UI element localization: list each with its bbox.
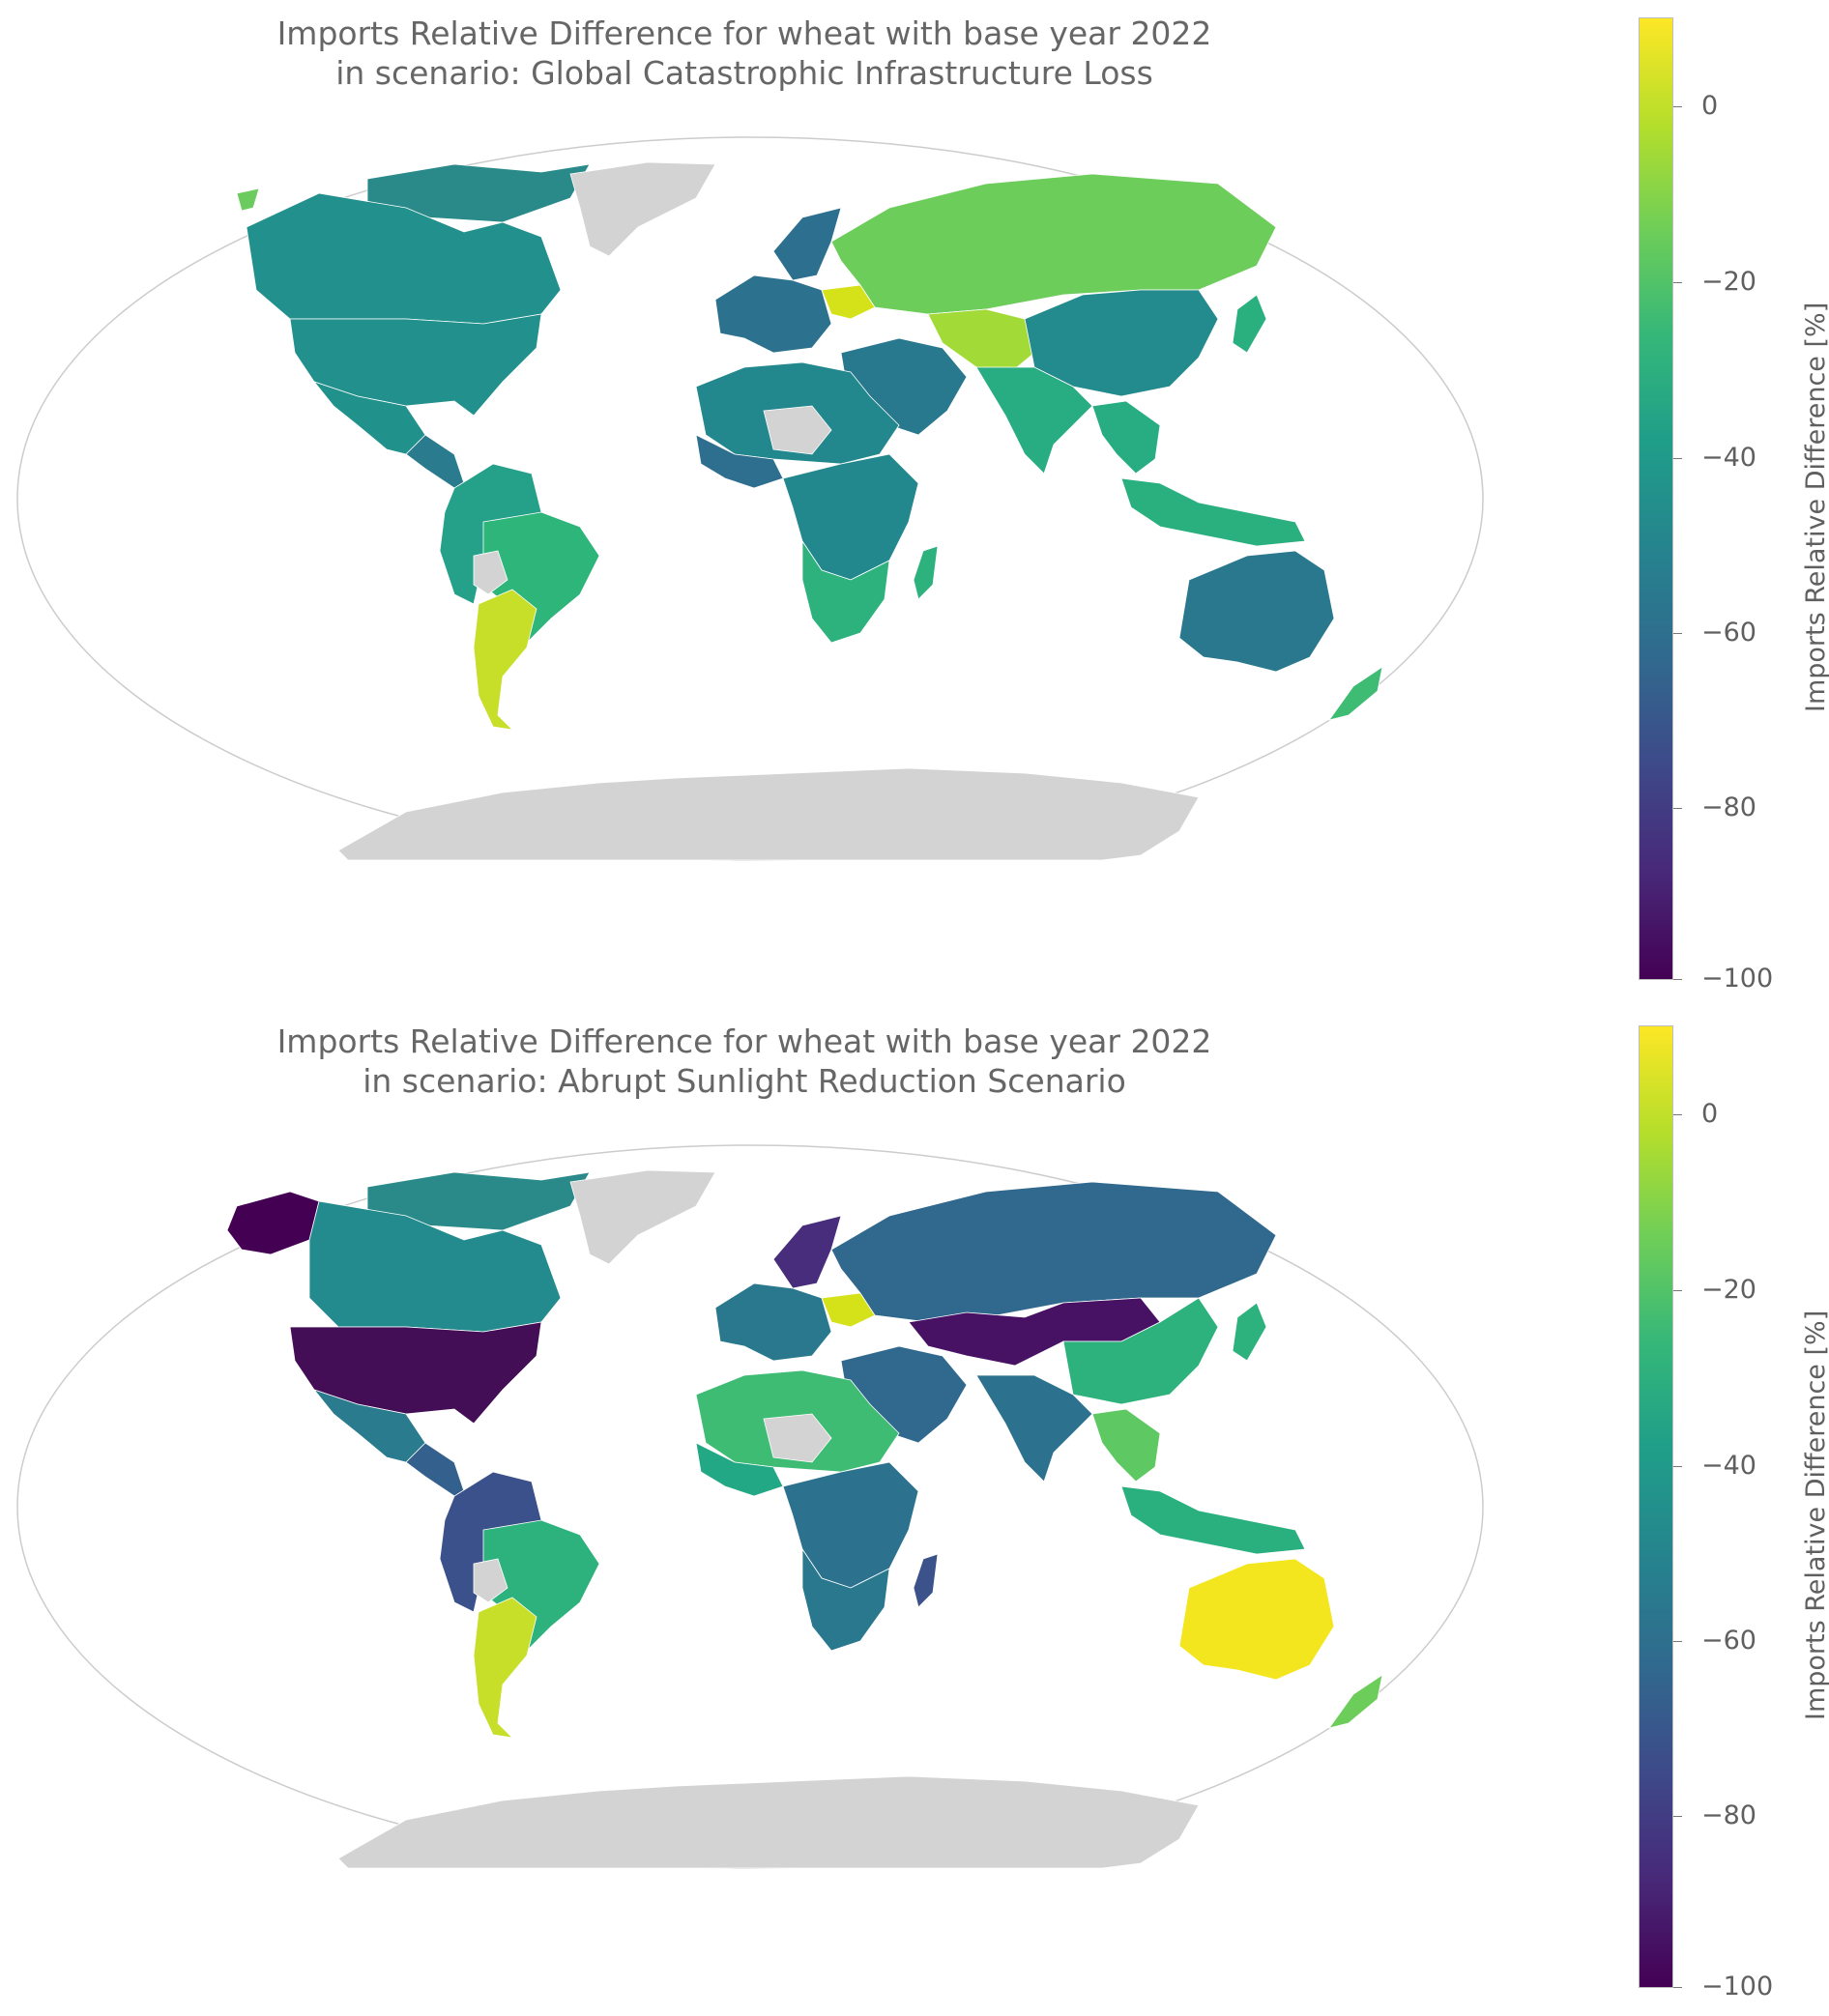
region-japan	[1232, 294, 1267, 354]
region-bolivia	[473, 1558, 508, 1603]
tick-mark	[1673, 1816, 1682, 1817]
tick-mark	[1673, 1641, 1682, 1642]
region-southern-africa	[801, 1547, 890, 1652]
tick-mark	[1673, 1987, 1682, 1988]
tick-label: −100	[1701, 964, 1774, 994]
tick-label: −80	[1701, 1800, 1756, 1830]
tick-label: 0	[1701, 91, 1719, 121]
region-alaska	[226, 1191, 320, 1255]
tick-label: −40	[1701, 443, 1756, 473]
region-india	[975, 366, 1093, 475]
region-australia	[1178, 550, 1335, 673]
colorbar	[1639, 1025, 1673, 1988]
region-west-africa	[695, 434, 784, 489]
region-sahara	[763, 1413, 832, 1463]
tick-label: −40	[1701, 1451, 1756, 1481]
region-central-asia	[927, 308, 1035, 378]
tick-mark	[1673, 458, 1682, 459]
colorbar-label: Imports Relative Difference [%]	[1801, 302, 1829, 712]
tick-mark	[1673, 1114, 1682, 1115]
region-southern-africa	[801, 539, 890, 644]
colorbar	[1639, 17, 1673, 980]
title-line-1: Imports Relative Difference for wheat wi…	[276, 1022, 1212, 1060]
world-map	[16, 136, 1484, 861]
region-usa	[289, 313, 542, 417]
region-australia	[1178, 1558, 1335, 1681]
region-antarctica	[337, 767, 1200, 861]
tick-mark	[1673, 1290, 1682, 1291]
title-line-2: in scenario: Global Catastrophic Infrast…	[335, 54, 1153, 92]
region-argentina	[473, 589, 537, 731]
world-map	[16, 1144, 1484, 1869]
tick-mark	[1673, 282, 1682, 283]
region-russia	[830, 173, 1277, 315]
region-india	[975, 1374, 1093, 1483]
region-southeast-asia	[1091, 1408, 1161, 1483]
region-ukraine	[821, 1292, 876, 1328]
tick-mark	[1673, 106, 1682, 107]
region-china	[1062, 1297, 1219, 1405]
region-southeast-asia	[1091, 400, 1161, 475]
tick-mark	[1673, 1466, 1682, 1467]
tick-label: −100	[1701, 1972, 1774, 2002]
region-greenland	[569, 1169, 716, 1265]
region-west-africa	[695, 1442, 784, 1497]
region-indonesia	[1120, 477, 1306, 547]
title-line-1: Imports Relative Difference for wheat wi…	[276, 14, 1212, 52]
region-sahara	[763, 405, 832, 455]
regions-group	[236, 161, 1383, 861]
title-line-2: in scenario: Abrupt Sunlight Reduction S…	[363, 1062, 1126, 1100]
colorbar-label: Imports Relative Difference [%]	[1801, 1310, 1829, 1720]
region-scandinavia	[772, 1215, 842, 1289]
region-madagascar	[913, 545, 939, 600]
region-japan	[1232, 1302, 1267, 1362]
tick-label: −20	[1701, 1275, 1756, 1305]
panel-title: Imports Relative Difference for wheat wi…	[10, 14, 1479, 93]
region-europe	[714, 274, 832, 354]
tick-mark	[1673, 979, 1682, 980]
regions-group	[226, 1169, 1383, 1869]
region-bolivia	[473, 550, 508, 595]
region-new-zealand	[1328, 1674, 1383, 1729]
region-usa	[289, 1321, 542, 1425]
region-greenland	[569, 161, 716, 257]
tick-label: −20	[1701, 267, 1756, 297]
region-indonesia	[1120, 1485, 1306, 1555]
region-alaska	[236, 187, 260, 212]
tick-label: −80	[1701, 792, 1756, 822]
tick-label: 0	[1701, 1099, 1719, 1129]
tick-mark	[1673, 633, 1682, 634]
region-russia	[830, 1181, 1277, 1323]
tick-label: −60	[1701, 618, 1756, 648]
map-panel-infrastructure-loss: Imports Relative Difference for wheat wi…	[10, 14, 1829, 994]
region-ukraine	[821, 284, 876, 320]
region-antarctica	[337, 1775, 1200, 1869]
panel-title: Imports Relative Difference for wheat wi…	[10, 1022, 1479, 1101]
region-argentina	[473, 1597, 537, 1739]
region-new-zealand	[1328, 666, 1383, 721]
tick-mark	[1673, 808, 1682, 809]
region-europe	[714, 1282, 832, 1362]
tick-label: −60	[1701, 1626, 1756, 1656]
map-panel-sunlight-reduction: Imports Relative Difference for wheat wi…	[0, 1008, 1829, 2016]
region-madagascar	[913, 1553, 939, 1608]
region-scandinavia	[772, 207, 842, 281]
